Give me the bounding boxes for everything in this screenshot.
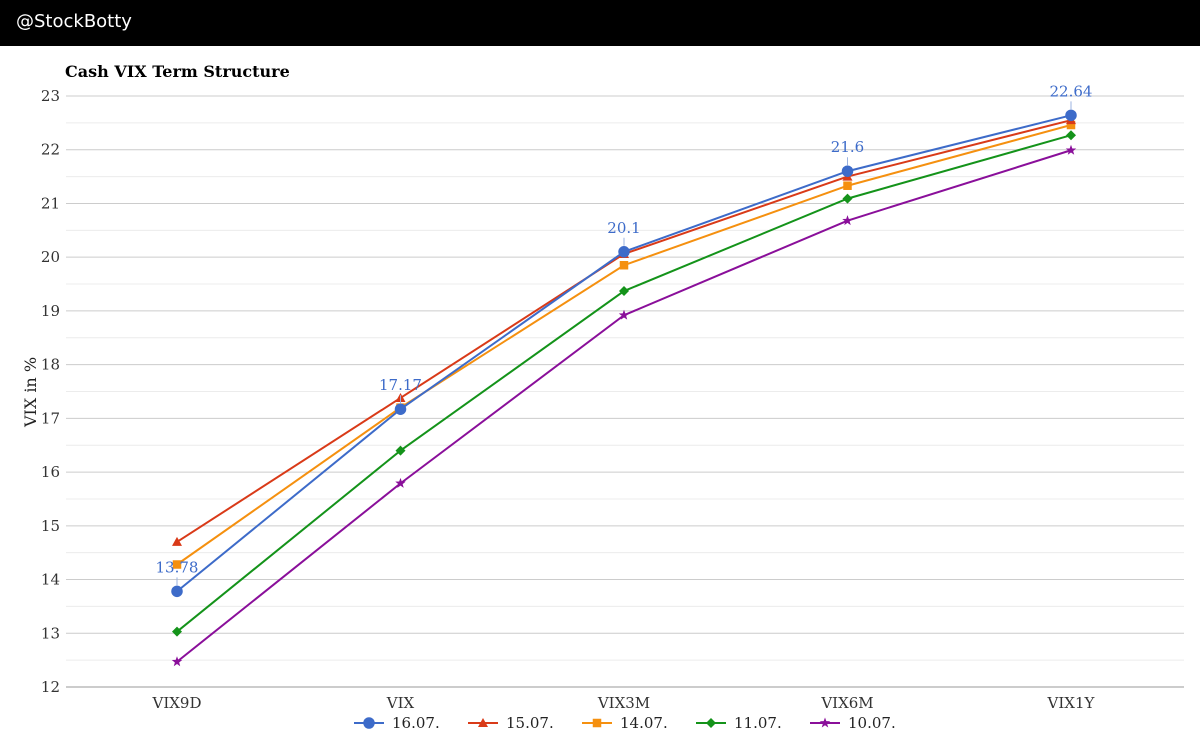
legend-label: 10.07. [848,714,896,732]
top-bar: @StockBotty [0,0,1200,46]
data-point [619,260,629,270]
y-tick-label: 18 [41,356,60,374]
data-point [706,718,716,728]
y-axis-ticks: 12 13 14 15 16 17 18 19 20 21 22 23 [41,87,60,696]
y-tick-label: 13 [41,624,60,642]
legend-label: 14.07. [620,714,668,732]
data-point [841,165,854,177]
y-tick-label: 15 [41,517,60,535]
data-point [478,718,488,727]
y-tick-label: 14 [41,571,60,589]
series [171,109,1077,667]
data-point [172,626,182,637]
data-point [843,181,852,190]
series-line [176,134,1072,633]
y-tick-label: 17 [41,409,60,427]
data-point [619,286,629,297]
y-tick-label: 22 [41,141,60,159]
data-label: 20.1 [607,219,640,237]
chart-title: Cash VIX Term Structure [65,62,290,81]
series-15-07 [172,115,1076,546]
legend[interactable]: 16.07. 15.07. 14.07. 11.07. 10.07. [354,714,896,732]
data-label: 21.6 [831,138,864,156]
data-point [819,717,831,728]
data-point [172,536,182,546]
y-tick-label: 16 [41,463,60,481]
data-label: 22.64 [1050,82,1093,100]
data-labels: 13.78 17.17 20.1 21.6 22.64 [156,82,1093,586]
data-point [171,585,183,598]
legend-item[interactable]: 14.07. [582,714,668,732]
data-point [592,718,602,728]
series-14-07 [172,120,1076,569]
y-tick-label: 12 [41,678,60,696]
data-label: 17.17 [379,376,422,394]
legend-label: 11.07. [734,714,782,732]
data-point [394,403,407,415]
y-tick-label: 19 [41,302,60,320]
x-tick-label: VIX1Y [1047,694,1096,712]
series-16-07 [171,109,1077,598]
x-tick-label: VIX3M [597,694,650,712]
y-tick-label: 21 [41,194,60,212]
data-point [395,445,406,456]
series-line [176,119,1072,543]
data-point [1066,130,1076,141]
data-point [618,246,630,258]
data-point [842,193,853,204]
series-11-07 [172,130,1076,637]
data-point [1065,144,1077,155]
x-tick-label: VIX [386,694,415,712]
data-point [1066,120,1076,130]
account-handle: @StockBotty [16,11,132,32]
legend-item[interactable]: 10.07. [810,714,896,732]
data-point [618,309,630,320]
data-point [1065,109,1077,122]
data-point [363,717,375,729]
data-point [395,477,406,488]
y-tick-label: 20 [41,248,60,266]
x-tick-label: VIX9D [151,694,201,712]
x-axis-ticks: VIX9D VIX VIX3M VIX6M VIX1Y [151,694,1095,712]
data-point [842,215,853,226]
legend-item[interactable]: 15.07. [468,714,554,732]
legend-label: 16.07. [392,714,440,732]
data-point [171,656,183,667]
data-label: 13.78 [156,558,199,576]
data-point [172,560,182,569]
y-tick-label: 23 [41,87,60,105]
legend-item[interactable]: 11.07. [696,714,782,732]
legend-item[interactable]: 16.07. [354,714,440,732]
legend-label: 15.07. [506,714,554,732]
series-10-07 [171,144,1077,667]
grid [66,95,1184,688]
y-axis-label: VIX in % [21,357,40,428]
x-tick-label: VIX6M [820,694,873,712]
series-line [176,114,1072,593]
